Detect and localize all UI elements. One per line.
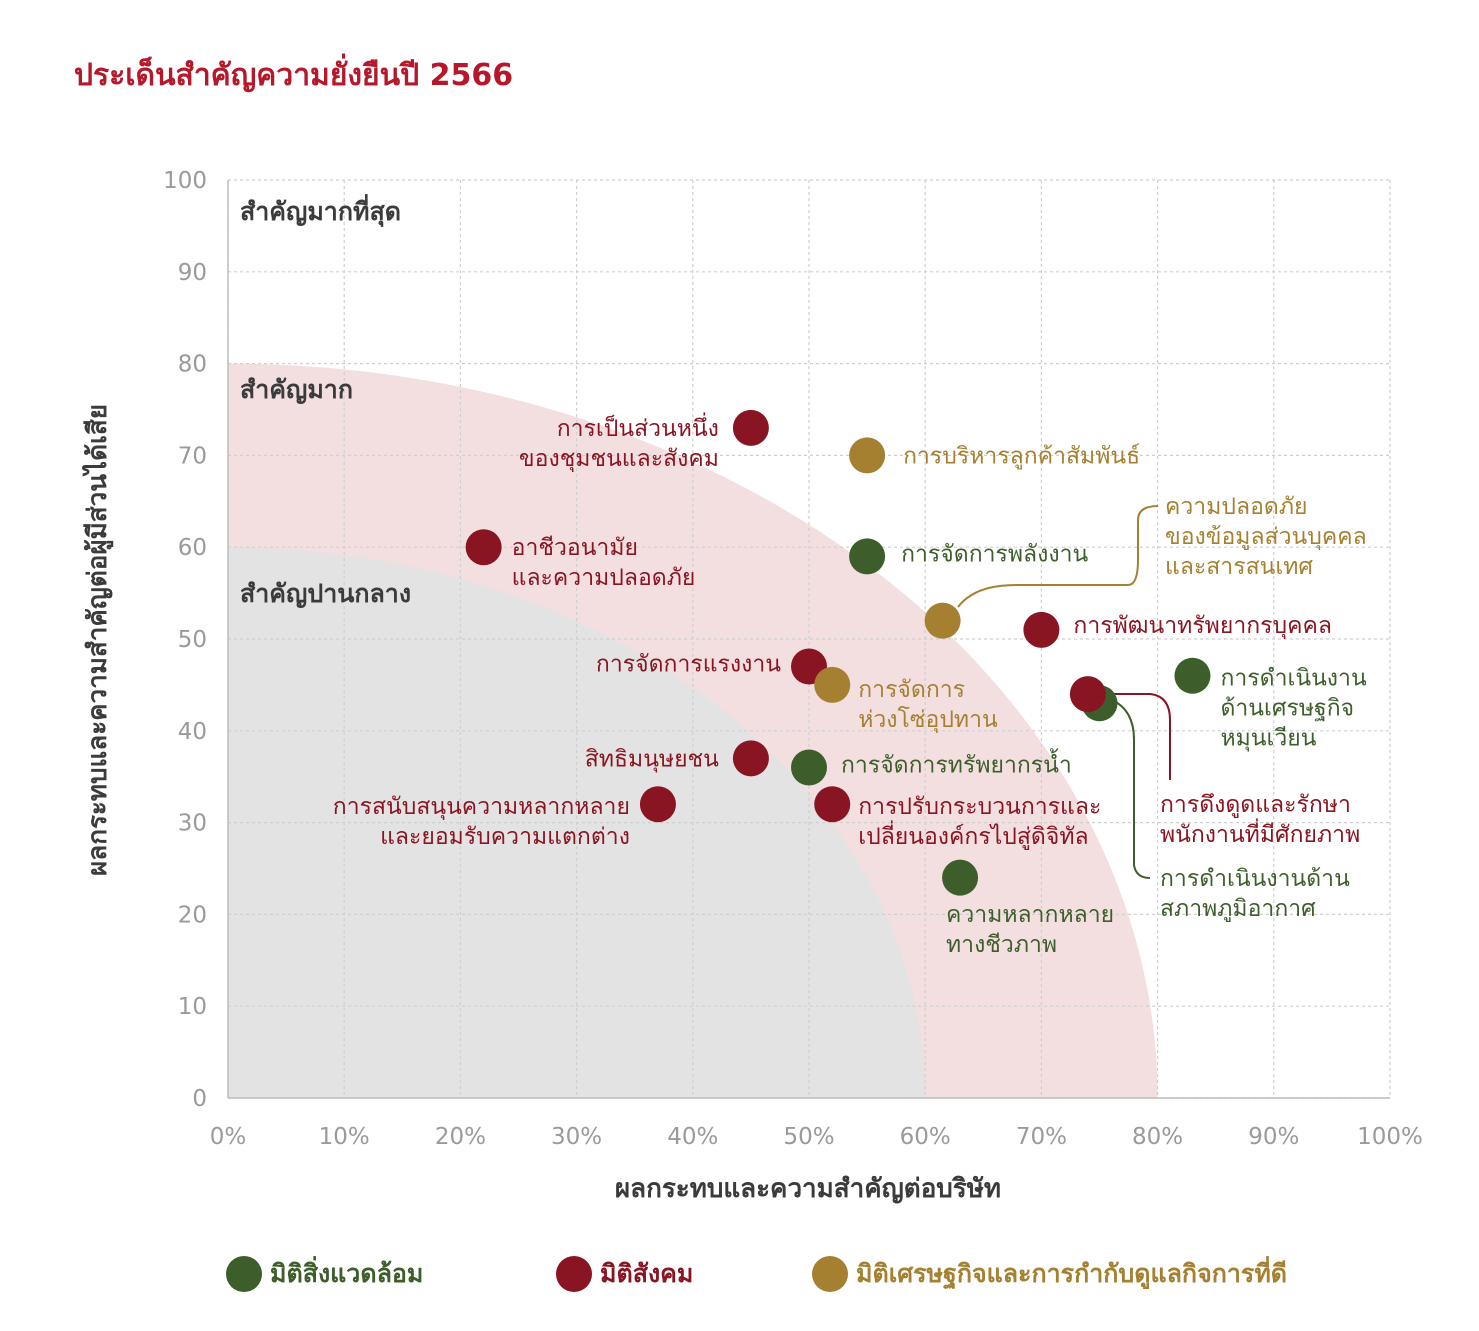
y-tick-label: 40 — [178, 719, 207, 745]
point-label: การดึงดูดและรักษา — [1160, 792, 1351, 818]
x-tick-label: 80% — [1132, 1124, 1183, 1150]
x-tick-label: 90% — [1248, 1124, 1299, 1150]
legend-dot-environment — [226, 1256, 262, 1292]
zone-label: สำคัญปานกลาง — [240, 579, 411, 608]
scatter-point — [1174, 657, 1211, 694]
point-label: การจัดการพลังงาน — [901, 541, 1088, 567]
legend-item-economic: มิติเศรษฐกิจและการกำกับดูแลกิจการที่ดี — [812, 1254, 1287, 1294]
x-tick-label: 50% — [783, 1124, 834, 1150]
x-axis-title: ผลกระทบและความสำคัญต่อบริษัท — [615, 1174, 1001, 1204]
legend-label-social: มิติสังคม — [600, 1259, 694, 1288]
x-tick-label: 60% — [900, 1124, 951, 1150]
point-label: การเป็นส่วนหนึ่ง — [557, 412, 719, 442]
page-title: ประเด็นสำคัญความยั่งยืนปี 2566 — [74, 58, 514, 93]
x-tick-label: 70% — [1016, 1124, 1067, 1150]
scatter-point — [814, 786, 851, 823]
legend-dot-economic — [812, 1256, 848, 1292]
y-tick-label: 30 — [178, 811, 207, 837]
point-label: การจัดการแรงงาน — [596, 652, 781, 678]
point-label: ความหลากหลาย — [946, 902, 1114, 928]
point-label: สิทธิมนุษยชน — [585, 746, 719, 772]
scatter-point — [732, 409, 769, 446]
scatter-point — [849, 437, 886, 474]
legend-dot-social — [556, 1256, 592, 1292]
y-tick-label: 20 — [178, 902, 207, 928]
point-label: เปลี่ยนองค์กรไปสู่ดิจิทัล — [858, 820, 1088, 850]
legend-label-environment: มิติสิ่งแวดล้อม — [270, 1259, 424, 1288]
legend-item-social: มิติสังคม — [556, 1254, 693, 1294]
y-tick-label: 60 — [178, 535, 207, 561]
y-tick-label: 100 — [163, 168, 207, 194]
point-label: การสนับสนุนความหลากหลาย — [333, 794, 630, 820]
scatter-point — [814, 666, 851, 703]
scatter-point — [849, 538, 886, 575]
point-label: ห่วงโซ่อุปทาน — [858, 706, 998, 733]
point-label: การดำเนินงาน — [1220, 666, 1366, 692]
scatter-point — [924, 602, 961, 639]
point-label: ของข้อมูลส่วนบุคคล — [1165, 524, 1367, 550]
point-label: ทางชีวภาพ — [946, 932, 1057, 958]
y-tick-label: 0 — [192, 1086, 207, 1112]
y-tick-label: 80 — [178, 352, 207, 378]
point-label: ความปลอดภัย — [1165, 494, 1307, 520]
y-tick-label: 90 — [178, 260, 207, 286]
legend-label-economic: มิติเศรษฐกิจและการกำกับดูแลกิจการที่ดี — [856, 1259, 1288, 1288]
legend-item-environment: มิติสิ่งแวดล้อม — [226, 1254, 423, 1294]
scatter-point — [1023, 611, 1060, 648]
point-label: การจัดการ — [858, 677, 965, 703]
x-tick-label: 30% — [551, 1124, 602, 1150]
point-label: การปรับกระบวนการและ — [858, 794, 1101, 820]
connector-data-security — [957, 505, 1159, 608]
connector-talent-retention — [1108, 693, 1171, 780]
y-tick-label: 50 — [178, 627, 207, 653]
point-label: ด้านเศรษฐกิจ — [1220, 696, 1354, 722]
scatter-point — [942, 859, 979, 896]
connector-climate — [1111, 699, 1151, 879]
scatter-point — [1069, 676, 1106, 713]
scatter-point — [465, 529, 502, 566]
scatter-point — [639, 786, 676, 823]
x-tick-label: 40% — [667, 1124, 718, 1150]
point-label: และความปลอดภัย — [512, 565, 696, 591]
point-label: สภาพภูมิอากาศ — [1160, 896, 1316, 922]
y-tick-label: 70 — [178, 443, 207, 469]
point-label: การพัฒนาทรัพยากรบุคคล — [1073, 613, 1332, 639]
point-label: พนักงานที่มีศักยภาพ — [1160, 818, 1360, 848]
chart-legend: มิติสิ่งแวดล้อม มิติสังคม มิติเศรษฐกิจแล… — [0, 1254, 1479, 1298]
point-label: การบริหารลูกค้าสัมพันธ์ — [903, 442, 1140, 469]
scatter-point — [732, 740, 769, 777]
point-label: และสารสนเทศ — [1165, 554, 1313, 580]
point-label: การดำเนินงานด้าน — [1160, 866, 1350, 892]
point-label: และยอมรับความแตกต่าง — [380, 824, 630, 850]
point-label: ของชุมชนและสังคม — [519, 446, 719, 472]
point-label: อาชีวอนามัย — [512, 535, 638, 561]
zone-label: สำคัญมากที่สุด — [240, 194, 401, 228]
x-tick-label: 20% — [435, 1124, 486, 1150]
x-tick-label: 100% — [1357, 1124, 1423, 1150]
point-label: การจัดการทรัพยากรน้ำ — [841, 749, 1072, 779]
x-tick-label: 10% — [319, 1124, 370, 1150]
zone-label: สำคัญมาก — [240, 375, 353, 404]
scatter-point — [791, 749, 827, 786]
point-label: หมุนเวียน — [1220, 726, 1316, 752]
y-tick-label: 10 — [178, 994, 207, 1020]
y-axis-title: ผลกระทบและความสำคัญต่อผู้มีส่วนได้เสีย — [81, 404, 114, 876]
x-tick-label: 0% — [210, 1124, 247, 1150]
